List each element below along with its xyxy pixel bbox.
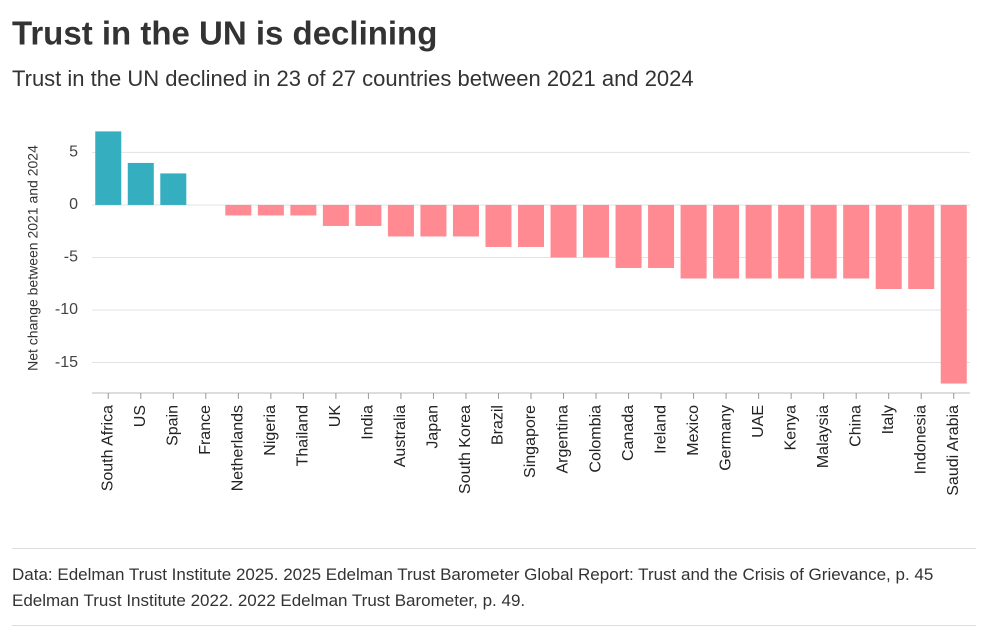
x-tick-label: Australia — [392, 405, 409, 467]
x-tick-label: Kenya — [782, 405, 799, 450]
x-tick-label: Nigeria — [262, 405, 279, 456]
x-tick-label: Ireland — [652, 405, 669, 454]
x-tick-label: India — [360, 405, 377, 440]
x-tick-label: South Africa — [99, 405, 116, 491]
bar — [355, 204, 382, 226]
bar — [875, 204, 902, 289]
bar — [95, 131, 122, 205]
bar — [713, 204, 740, 279]
x-tick-label: US — [132, 405, 149, 427]
bar — [517, 204, 545, 247]
x-tick-label: Malaysia — [815, 405, 832, 468]
bar — [745, 204, 772, 279]
bar — [290, 204, 317, 216]
chart: Trust in the UN is declining Trust in th… — [12, 15, 970, 496]
x-tick-label: Brazil — [490, 405, 507, 445]
x-tick-label: Saudi Arabia — [945, 405, 962, 496]
y-tick-label: 5 — [69, 144, 78, 161]
bar — [257, 204, 284, 216]
x-tick-label: South Korea — [457, 405, 474, 494]
bar — [485, 204, 512, 247]
source-note: Data: Edelman Trust Institute 2025. 2025… — [12, 548, 976, 626]
x-tick-label: UAE — [750, 405, 767, 438]
bar — [127, 162, 154, 205]
bar — [160, 173, 187, 205]
bar — [940, 204, 967, 384]
x-tick-label: Germany — [717, 405, 734, 471]
bar — [452, 204, 479, 237]
x-tick-label: Indonesia — [912, 405, 929, 474]
x-tick-label: Italy — [880, 405, 897, 434]
bar — [322, 204, 349, 226]
chart-title: Trust in the UN is declining — [12, 15, 437, 52]
x-tick-label: UK — [327, 405, 344, 428]
x-tick-label: Colombia — [587, 405, 604, 473]
x-tick-label: Singapore — [522, 405, 539, 478]
y-tick-label: -5 — [64, 249, 78, 266]
x-tick-label: Thailand — [295, 405, 312, 466]
x-tick-label: Argentina — [555, 405, 572, 474]
bar — [583, 204, 610, 258]
bar — [908, 204, 935, 289]
bar — [680, 204, 707, 279]
x-tick-label: France — [197, 405, 214, 455]
x-tick-label: Mexico — [685, 405, 702, 456]
bar — [420, 204, 447, 237]
bar — [225, 204, 252, 216]
bar — [550, 204, 577, 258]
y-tick-label: -10 — [55, 301, 78, 318]
chart-subtitle: Trust in the UN declined in 23 of 27 cou… — [12, 66, 694, 91]
y-axis-label: Net change between 2021 and 2024 — [25, 145, 41, 371]
y-tick-label: 0 — [69, 196, 78, 213]
x-tick-label: Japan — [425, 405, 442, 449]
bar — [387, 204, 414, 237]
y-tick-label: -15 — [55, 354, 78, 371]
x-tick-label: China — [847, 405, 864, 447]
x-tick-label: Canada — [620, 405, 637, 461]
bar — [810, 204, 837, 279]
x-tick-label: Netherlands — [230, 405, 247, 491]
bar — [615, 204, 642, 268]
bar — [843, 204, 870, 279]
x-tick-label: Spain — [165, 405, 182, 446]
bar — [648, 204, 675, 268]
bar — [778, 204, 805, 279]
